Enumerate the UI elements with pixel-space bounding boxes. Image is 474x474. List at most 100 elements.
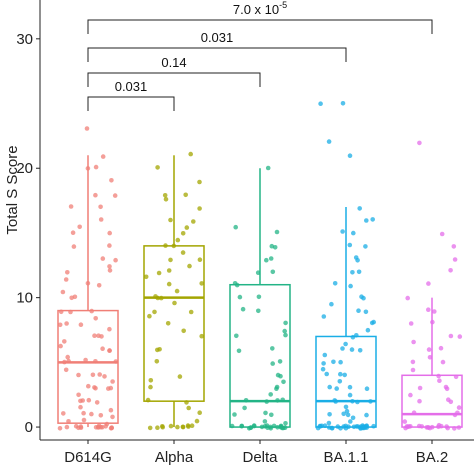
data-point <box>147 425 153 431</box>
data-point <box>283 332 288 338</box>
data-point <box>107 264 112 269</box>
data-point <box>274 229 280 235</box>
data-point <box>356 269 362 275</box>
jitter-points <box>57 101 463 431</box>
data-point <box>351 230 356 236</box>
y-tick-label: 10 <box>16 290 33 307</box>
data-point <box>233 224 238 230</box>
data-point <box>444 386 450 392</box>
data-point <box>255 308 261 314</box>
data-point <box>185 423 191 428</box>
data-point <box>405 295 411 301</box>
box-alpha <box>143 155 205 428</box>
data-point <box>251 423 257 428</box>
data-point <box>356 308 361 314</box>
data-point <box>107 348 112 353</box>
data-point <box>426 307 431 313</box>
data-point <box>408 392 413 398</box>
data-point <box>348 283 353 289</box>
data-point <box>355 399 360 405</box>
data-point <box>355 258 360 263</box>
data-point <box>92 333 97 339</box>
x-tick-label: BA.2 <box>416 449 449 466</box>
data-point <box>363 309 369 315</box>
bracket-d614g-ba-1-1: 0.031 <box>87 30 347 62</box>
data-point <box>58 343 63 349</box>
data-point <box>70 230 76 235</box>
data-point <box>78 424 84 429</box>
data-point <box>345 412 351 418</box>
data-point <box>109 178 114 183</box>
p-value-label: 7.0 x 10-5 <box>233 0 287 17</box>
data-point <box>107 243 112 248</box>
data-point <box>410 367 416 373</box>
data-point <box>186 405 191 411</box>
box-iqr <box>143 245 205 402</box>
data-point <box>168 423 174 429</box>
data-point <box>456 425 462 430</box>
data-point <box>65 270 70 275</box>
x-axis: D614G Alpha Delta BA.1.1 BA.2 <box>64 440 448 466</box>
data-point <box>229 423 235 429</box>
data-point <box>281 379 286 385</box>
data-point <box>424 425 430 430</box>
data-point <box>448 268 453 273</box>
data-point <box>165 321 171 326</box>
data-point <box>354 333 359 338</box>
data-point <box>444 424 449 429</box>
data-point <box>283 421 288 426</box>
data-point <box>159 295 164 301</box>
data-point <box>148 378 154 383</box>
data-point <box>197 257 203 263</box>
data-point <box>322 423 328 429</box>
data-point <box>81 417 87 423</box>
data-point <box>371 319 377 325</box>
data-point <box>411 339 416 345</box>
data-point <box>365 327 371 333</box>
data-point <box>318 101 323 106</box>
data-point <box>452 426 457 431</box>
data-point <box>248 425 253 431</box>
data-point <box>113 257 118 263</box>
data-point <box>96 283 102 288</box>
data-point <box>175 424 180 430</box>
data-point <box>341 411 347 417</box>
data-point <box>174 288 180 294</box>
y-tick-label: 0 <box>25 419 33 436</box>
data-point <box>416 423 422 429</box>
data-point <box>194 418 200 424</box>
bracket-d614g-delta: 0.14 <box>87 55 261 87</box>
data-point <box>242 405 247 411</box>
data-point <box>110 379 115 384</box>
data-point <box>163 243 168 248</box>
data-point <box>277 359 283 364</box>
data-point <box>96 333 101 339</box>
data-point <box>263 410 268 416</box>
data-point <box>183 192 188 198</box>
data-point <box>268 256 274 261</box>
data-point <box>417 385 423 391</box>
data-point <box>340 346 345 351</box>
data-point <box>340 101 346 106</box>
data-point <box>340 229 345 234</box>
data-point <box>270 346 275 351</box>
data-point <box>427 355 433 360</box>
data-point <box>430 319 435 325</box>
data-point <box>153 294 158 299</box>
data-point <box>154 359 160 364</box>
data-point <box>278 373 283 379</box>
significance-brackets: 0.031 0.14 0.031 7.0 x 10-5 <box>87 0 433 111</box>
data-point <box>199 333 204 339</box>
data-point <box>78 322 84 328</box>
data-point <box>446 397 451 403</box>
y-tick-label: 30 <box>16 31 33 48</box>
data-point <box>184 225 190 230</box>
data-point <box>98 413 104 418</box>
data-point <box>338 371 343 377</box>
data-point <box>180 250 186 255</box>
data-point <box>100 346 105 352</box>
data-point <box>93 386 98 391</box>
data-point <box>283 320 288 326</box>
data-point <box>452 257 458 262</box>
data-point <box>349 347 355 352</box>
